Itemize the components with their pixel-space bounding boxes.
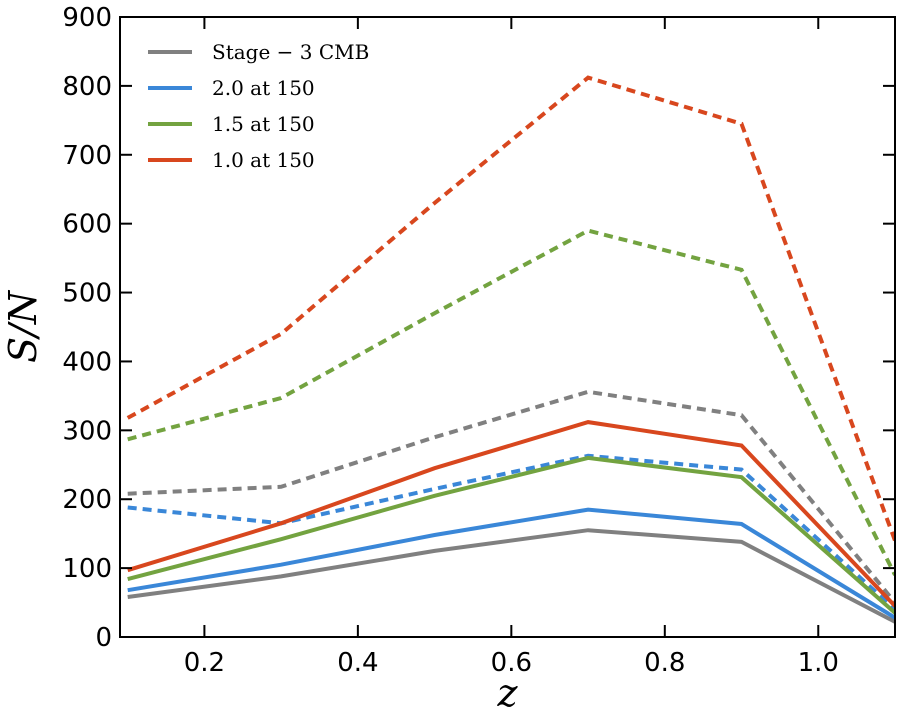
y-tick-label: 500 xyxy=(62,279,112,309)
y-tick-label: 300 xyxy=(62,416,112,446)
x-tick-label: 0.4 xyxy=(337,648,378,678)
series-dashed-line xyxy=(127,389,895,604)
y-tick-label: 400 xyxy=(62,347,112,377)
series-solid-line xyxy=(127,420,895,608)
series-dashed-line xyxy=(127,453,895,611)
y-axis-title: S/N xyxy=(1,289,45,363)
legend-entry-label: Stage − 3 CMB xyxy=(212,40,369,64)
series-solid-line xyxy=(127,507,895,620)
x-tick-label: 0.8 xyxy=(644,648,685,678)
y-tick-label: 800 xyxy=(62,72,112,102)
x-axis-title: z xyxy=(496,671,518,715)
legend: Stage − 3 CMB 2.0 at 150 1.5 at 150 1.0 at … xyxy=(148,40,369,172)
series-dashed-line xyxy=(127,228,895,576)
x-tick-label: 0.2 xyxy=(184,648,225,678)
series-layer xyxy=(126,75,895,624)
y-tick-label: 700 xyxy=(62,141,112,171)
series-solid-line xyxy=(127,528,895,624)
y-tick-label: 0 xyxy=(95,623,112,653)
y-tick-label: 600 xyxy=(62,210,112,240)
legend-entry-label: 1.0 at 150 xyxy=(212,148,315,172)
ticks-layer: 0.2 0.4 0.6 0.8 1.0 0 100 200 300 400 500 600 700 800… xyxy=(62,3,895,678)
legend-entry-label: 1.5 at 150 xyxy=(212,112,315,136)
y-tick-label: 900 xyxy=(62,3,112,33)
plot-frame xyxy=(119,16,896,638)
y-tick-label: 200 xyxy=(62,485,112,515)
legend-entry-label: 2.0 at 150 xyxy=(212,76,315,100)
x-tick-label: 0.6 xyxy=(491,648,532,678)
y-tick-label: 100 xyxy=(62,554,112,584)
x-tick-label: 1.0 xyxy=(798,648,839,678)
series-solid-line xyxy=(127,455,895,615)
